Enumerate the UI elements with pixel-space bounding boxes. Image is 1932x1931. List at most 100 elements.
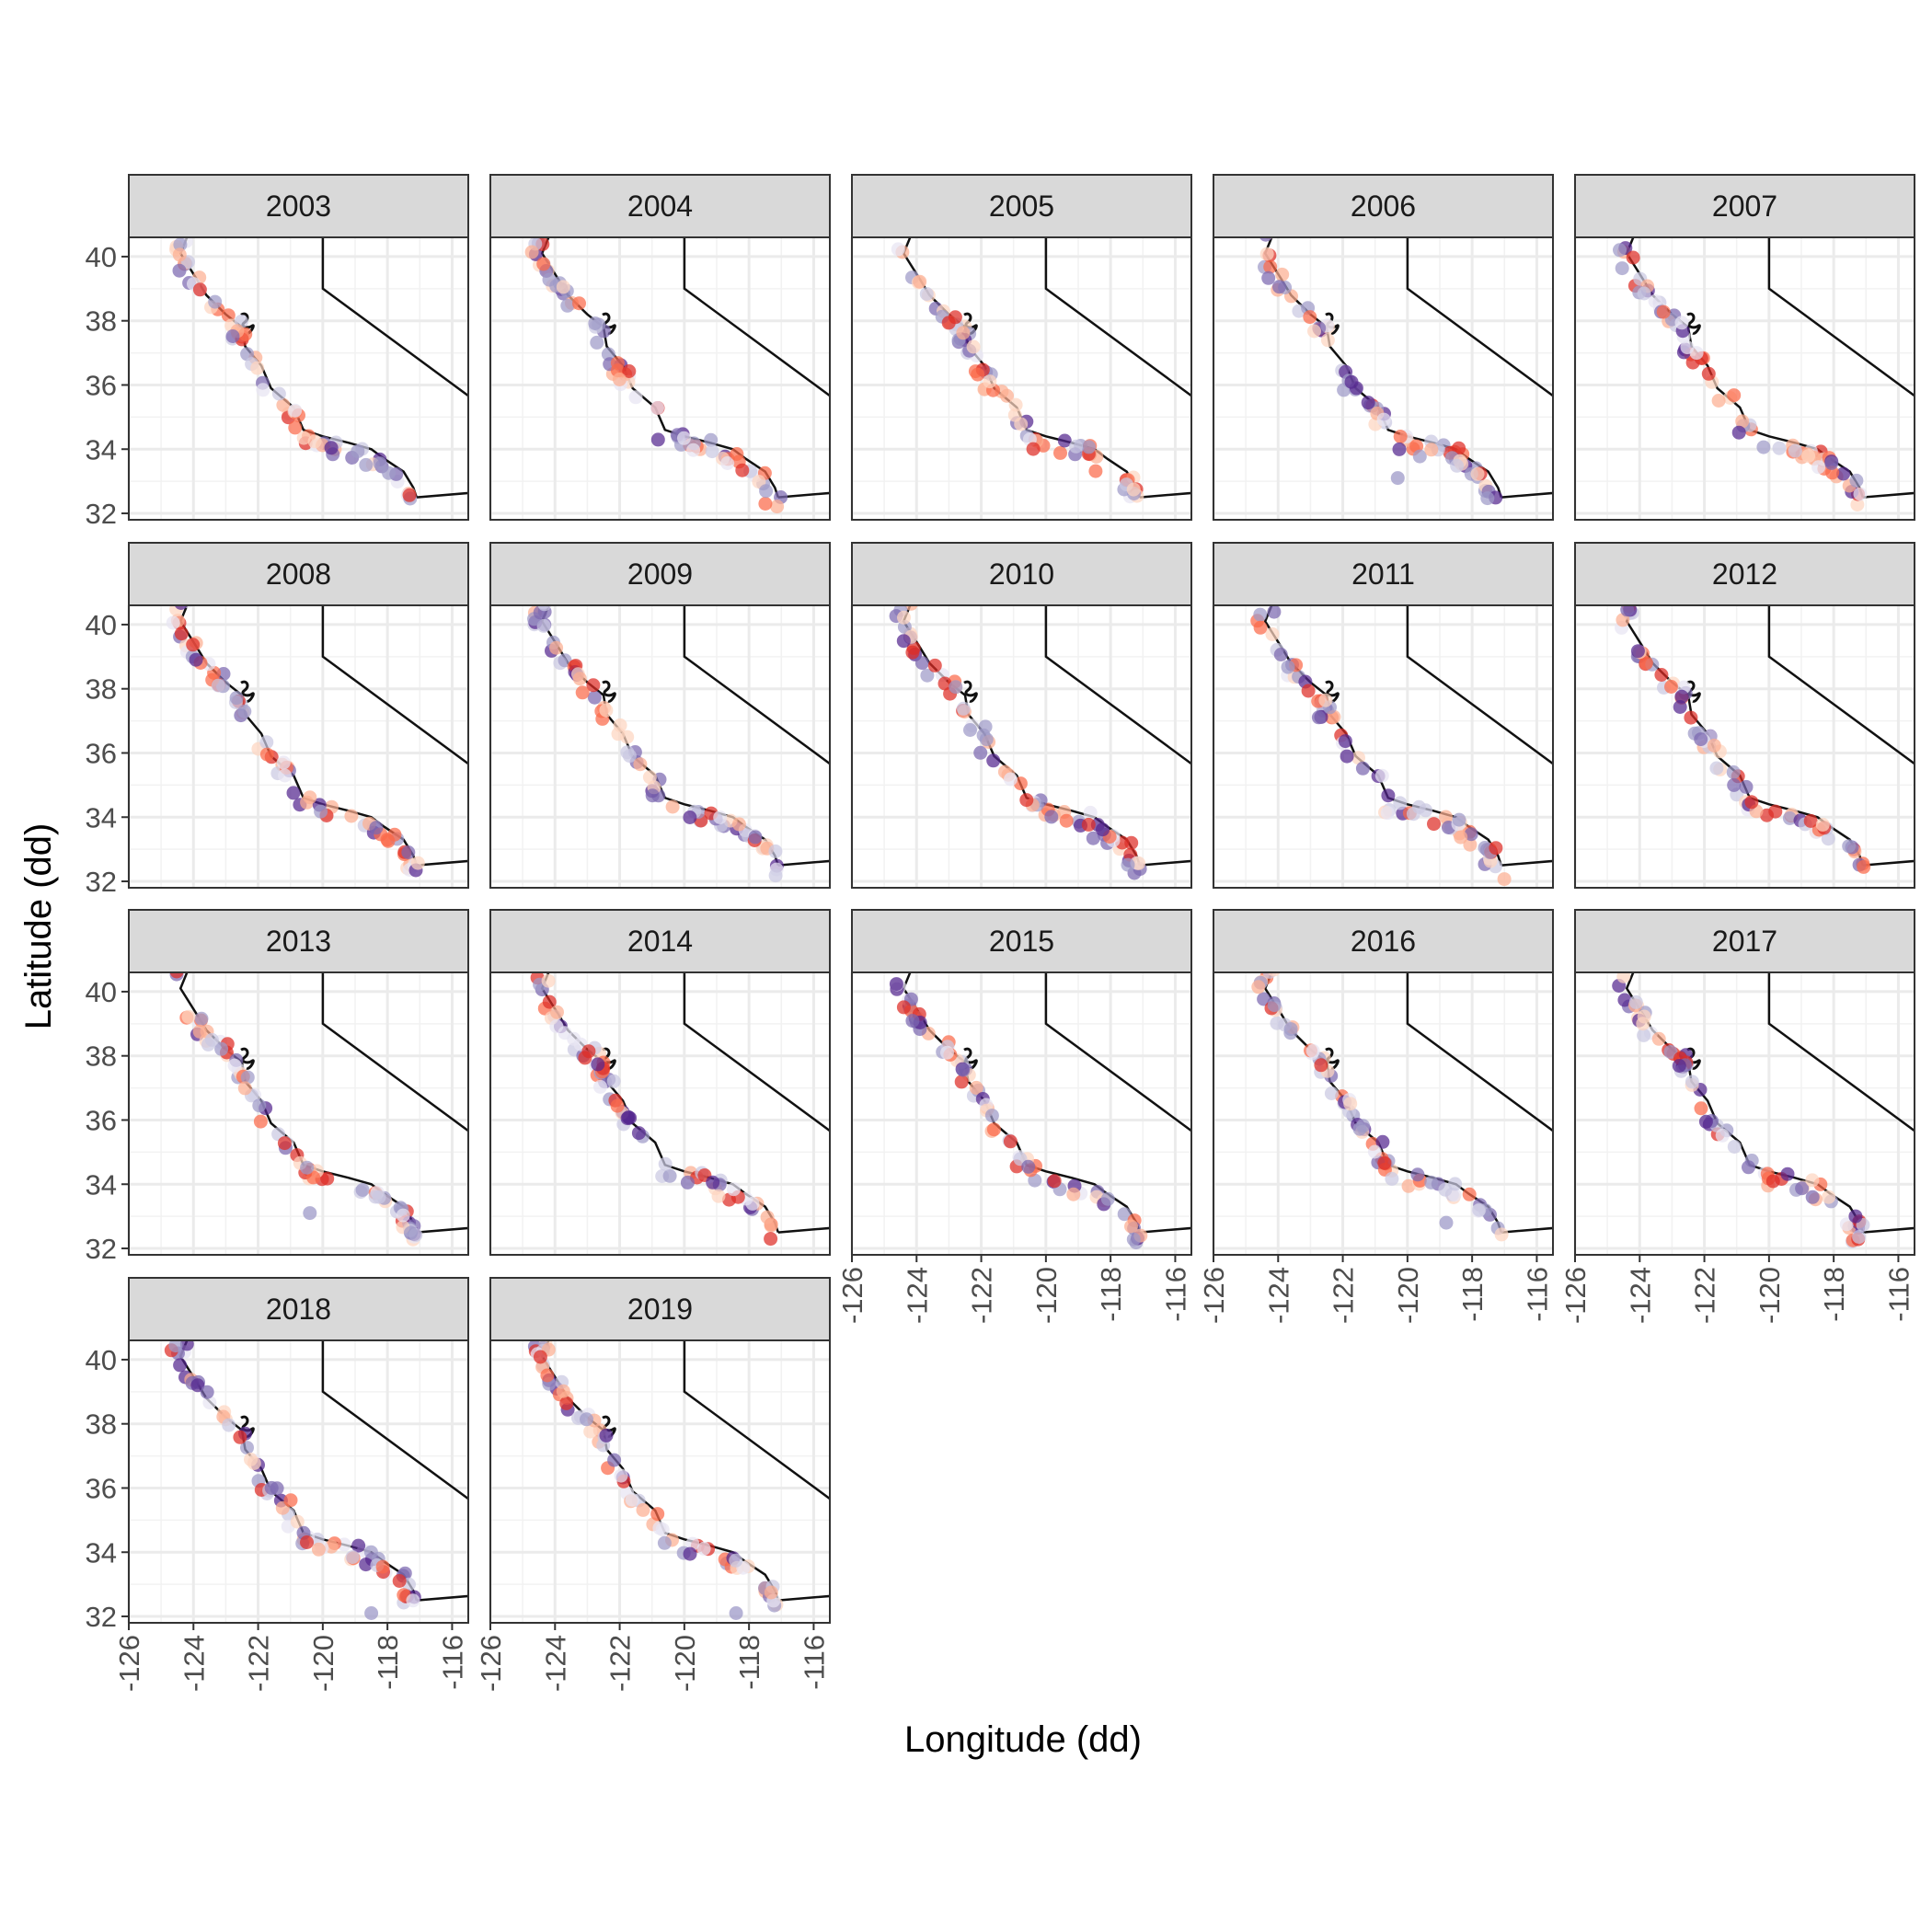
survey-point	[1848, 1209, 1863, 1224]
survey-point	[1711, 394, 1726, 408]
y-tick-label: 40	[86, 609, 117, 641]
survey-point	[233, 1430, 247, 1444]
survey-point	[704, 432, 719, 447]
facet-panel: 2015	[850, 909, 1192, 1256]
survey-point	[288, 420, 303, 435]
survey-point	[173, 1358, 188, 1373]
survey-point	[1656, 305, 1671, 319]
facet-panel: 2017	[1573, 909, 1915, 1256]
panel-background	[1575, 605, 1915, 888]
y-tick-label: 36	[86, 1104, 117, 1136]
survey-point	[1427, 817, 1441, 832]
survey-point	[956, 1063, 971, 1077]
survey-point	[1275, 267, 1290, 282]
survey-point	[252, 1098, 267, 1113]
survey-point	[1003, 1134, 1018, 1149]
x-tick-label: -120	[307, 1635, 339, 1692]
survey-point	[963, 723, 977, 737]
survey-point	[1727, 1140, 1742, 1154]
facet-panel: 2008	[127, 542, 469, 889]
facet-panel: 2016	[1212, 909, 1554, 1256]
facet-strip	[851, 174, 1192, 238]
survey-point	[1772, 441, 1787, 455]
survey-point	[1121, 857, 1135, 872]
survey-point	[1126, 1232, 1141, 1247]
y-tick-label: 38	[86, 305, 117, 338]
survey-point	[359, 457, 374, 472]
panel-border	[128, 971, 469, 1256]
survey-point	[402, 488, 417, 502]
survey-point	[1272, 280, 1286, 294]
facet-label: 2009	[627, 557, 693, 591]
panel-border	[128, 1339, 469, 1624]
panel-background	[1575, 237, 1915, 520]
survey-point	[1439, 1215, 1454, 1230]
y-tick-label: 32	[86, 1601, 117, 1633]
survey-point	[1261, 270, 1276, 285]
survey-point	[1489, 841, 1503, 856]
survey-point	[211, 678, 225, 693]
survey-point	[194, 1011, 209, 1026]
facet-label: 2005	[989, 190, 1054, 223]
x-tick-label: -116	[1882, 1267, 1915, 1322]
survey-point	[1019, 793, 1034, 808]
survey-point	[560, 298, 575, 313]
facets-layer: 2003 2004 2005 2006 2007 2008 2009 2010 2011 2012…	[127, 174, 1915, 1624]
facet-label: 2010	[989, 557, 1054, 591]
survey-point	[587, 690, 602, 705]
x-tick-label: -122	[243, 1635, 275, 1692]
survey-point	[536, 618, 551, 633]
facet-label: 2017	[1712, 925, 1777, 958]
survey-point	[1307, 324, 1321, 339]
facet-label: 2014	[627, 925, 693, 958]
y-tick-label: 34	[86, 1536, 117, 1569]
survey-point	[764, 1232, 778, 1247]
survey-point	[410, 856, 425, 870]
survey-point	[905, 1014, 920, 1029]
survey-point	[1424, 1175, 1439, 1190]
survey-point	[760, 1210, 775, 1224]
survey-point	[1439, 810, 1453, 824]
survey-point	[225, 329, 240, 343]
survey-point	[1267, 998, 1282, 1013]
survey-point	[1356, 1119, 1371, 1133]
survey-point	[1744, 795, 1759, 810]
survey-point	[1701, 366, 1716, 381]
survey-point	[1424, 443, 1439, 457]
survey-point	[1462, 1187, 1477, 1201]
survey-point	[665, 799, 680, 814]
map-layer	[1258, 237, 1553, 506]
y-tick-label: 38	[86, 673, 117, 706]
survey-point	[768, 844, 783, 858]
state-border-line	[1767, 237, 1915, 499]
survey-point	[1390, 471, 1405, 486]
survey-point	[984, 1109, 999, 1123]
survey-point	[369, 821, 384, 835]
survey-point	[978, 719, 993, 734]
survey-point	[181, 1009, 196, 1024]
survey-point	[259, 747, 274, 762]
survey-point	[1698, 1114, 1713, 1129]
survey-point	[622, 364, 637, 378]
y-tick-label: 34	[86, 1168, 117, 1201]
facet-strip	[1213, 542, 1554, 606]
facet-panel: 2013	[127, 909, 469, 1256]
survey-point	[1726, 764, 1741, 779]
survey-point	[355, 1183, 370, 1197]
survey-point	[1463, 837, 1478, 852]
survey-point	[1377, 1155, 1392, 1170]
facet-panel: 2007	[1573, 174, 1915, 521]
survey-point	[290, 1514, 305, 1529]
x-tick-label: -122	[604, 1635, 637, 1692]
survey-point	[1680, 340, 1695, 355]
map-layer	[889, 605, 1191, 880]
survey-point	[1452, 441, 1466, 455]
survey-point	[1381, 788, 1396, 803]
survey-point	[889, 977, 903, 992]
survey-point	[613, 718, 627, 732]
survey-point	[606, 1074, 621, 1088]
survey-point	[1124, 835, 1139, 850]
survey-point	[578, 1051, 592, 1065]
survey-point	[1480, 491, 1495, 506]
